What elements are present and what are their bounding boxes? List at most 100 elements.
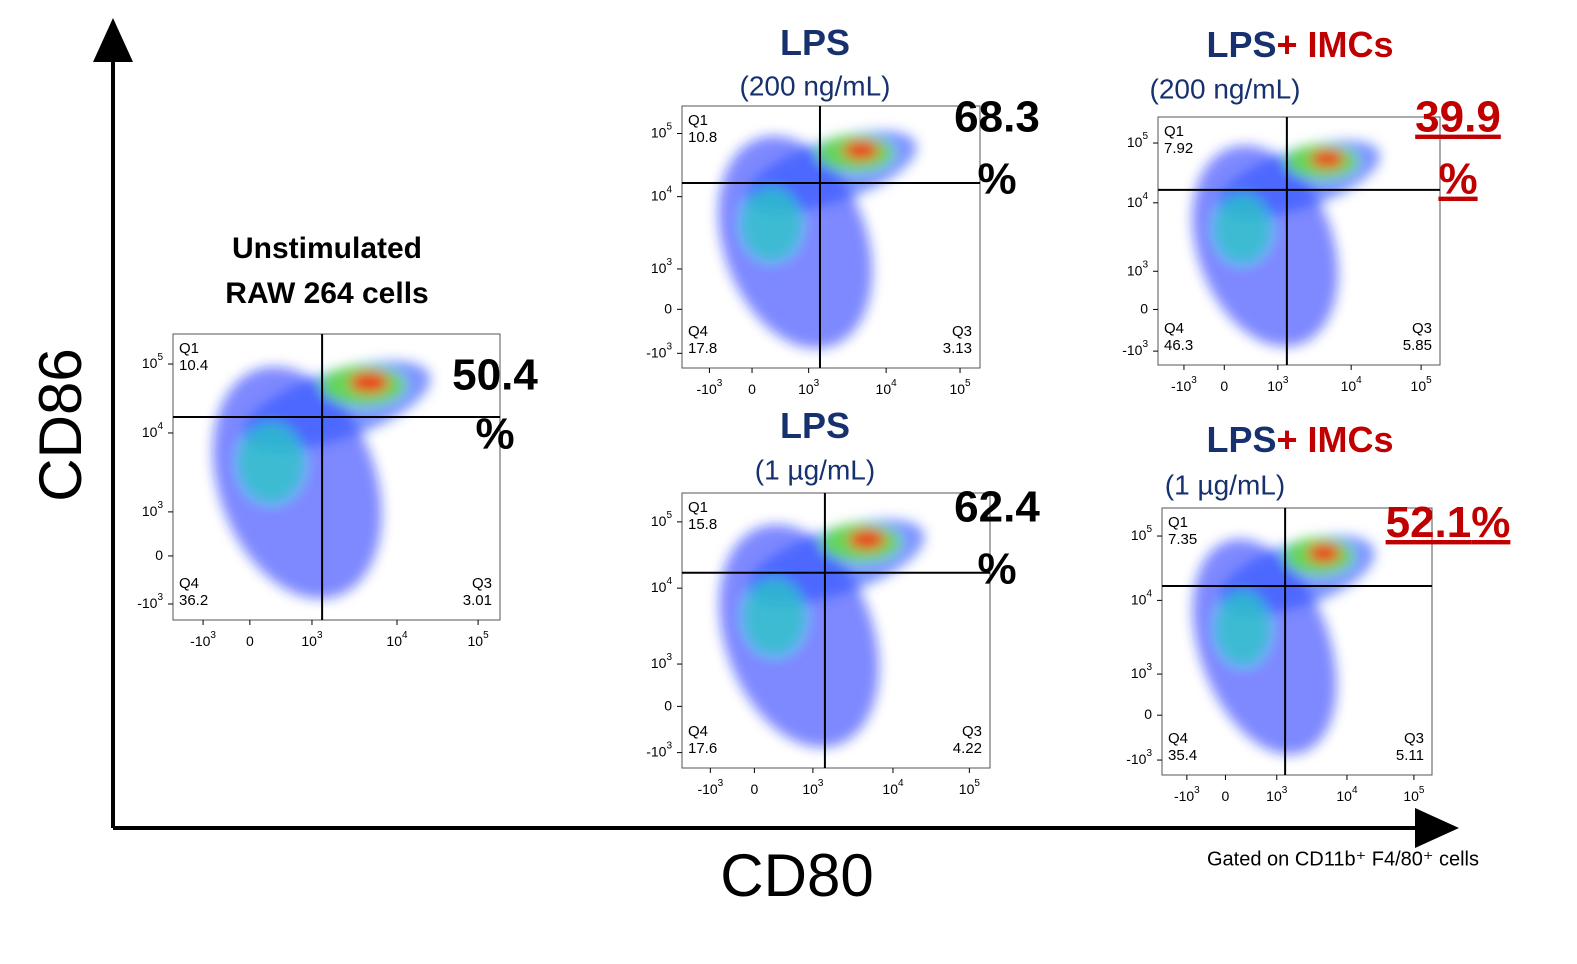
tick-base: 0 bbox=[748, 381, 756, 397]
panel-subtitle: (200 ng/mL) bbox=[1150, 73, 1301, 104]
tick-label: 104 bbox=[386, 630, 408, 649]
tick-exponent: 3 bbox=[210, 630, 216, 641]
tick-base: 10 bbox=[651, 260, 667, 276]
tick-base: 10 bbox=[798, 381, 814, 397]
tick-label: 105 bbox=[468, 630, 490, 649]
cloud-cyan bbox=[1216, 590, 1270, 666]
tick-base: 10 bbox=[1131, 527, 1147, 543]
tick-exponent: 4 bbox=[898, 778, 904, 789]
tick-label: 103 bbox=[1267, 375, 1289, 394]
tick-label: -103 bbox=[697, 378, 723, 397]
tick-label: 103 bbox=[1131, 662, 1153, 681]
quadrant-label: Q1 bbox=[1164, 123, 1184, 140]
panel-title: LPS+ IMCs bbox=[1206, 419, 1393, 460]
density-cloud bbox=[1192, 535, 1375, 755]
tick-label: 0 bbox=[664, 697, 672, 713]
tick-label: 103 bbox=[651, 257, 673, 276]
tick-label: 105 bbox=[1411, 375, 1433, 394]
tick-label: 0 bbox=[664, 300, 672, 316]
percent: 52.1% bbox=[1386, 498, 1511, 547]
cloud-red bbox=[842, 141, 879, 160]
tick-exponent: 3 bbox=[1191, 375, 1197, 386]
quadrant-value: 46.3 bbox=[1164, 337, 1193, 354]
quadrant-value: 7.35 bbox=[1168, 531, 1197, 548]
tick-exponent: 3 bbox=[666, 652, 672, 663]
title-segment: + IMCs bbox=[1276, 24, 1393, 65]
tick-label: 103 bbox=[1266, 785, 1288, 804]
gating-note: Gated on CD11b⁺ F4/80⁺ cells bbox=[1207, 848, 1479, 870]
tick-base: 10 bbox=[1127, 134, 1143, 150]
tick-label: 104 bbox=[876, 378, 898, 397]
quadrant-value: 7.92 bbox=[1164, 140, 1193, 157]
tick-base: 0 bbox=[664, 697, 672, 713]
tick-base: 10 bbox=[1411, 378, 1427, 394]
tick-base: 10 bbox=[1267, 378, 1283, 394]
percent-value: 62.4 bbox=[954, 483, 1040, 532]
plot-box bbox=[681, 492, 991, 769]
tick-base: 10 bbox=[651, 655, 667, 671]
density-cloud bbox=[1192, 140, 1380, 347]
tick-base: 10 bbox=[468, 633, 484, 649]
tick-label: 105 bbox=[1127, 131, 1149, 150]
quadrant-value: 17.6 bbox=[688, 740, 717, 757]
cloud-cyan bbox=[741, 187, 802, 261]
quadrant-value: 3.13 bbox=[943, 340, 972, 357]
tick-label: 103 bbox=[1127, 259, 1149, 278]
tick-base: 10 bbox=[651, 187, 667, 203]
quadrant-value: 5.11 bbox=[1396, 747, 1424, 764]
tick-label: -103 bbox=[697, 778, 723, 797]
tick-base: 0 bbox=[1144, 706, 1152, 722]
quadrant-label: Q3 bbox=[472, 575, 492, 592]
quadrant-label: Q4 bbox=[179, 575, 199, 592]
tick-label: -103 bbox=[1126, 748, 1152, 767]
tick-label: 104 bbox=[651, 576, 673, 595]
tick-base: 10 bbox=[651, 579, 667, 595]
cloud-red bbox=[349, 372, 389, 393]
tick-exponent: 5 bbox=[1419, 785, 1425, 796]
percent-value: 52.1 bbox=[1386, 498, 1472, 547]
tick-exponent: 4 bbox=[157, 421, 163, 432]
tick-base: 0 bbox=[664, 300, 672, 316]
cloud-cyan bbox=[1214, 193, 1271, 264]
tick-base: -10 bbox=[697, 381, 717, 397]
tick-exponent: 4 bbox=[1356, 375, 1362, 386]
x-axis-label: CD80 bbox=[720, 842, 873, 909]
tick-exponent: 5 bbox=[1142, 131, 1148, 142]
tick-base: 10 bbox=[651, 124, 667, 140]
tick-label: 105 bbox=[1131, 524, 1153, 543]
tick-label: 103 bbox=[651, 652, 673, 671]
tick-base: 10 bbox=[1341, 378, 1357, 394]
title-segment: + IMCs bbox=[1276, 419, 1393, 460]
tick-base: 10 bbox=[882, 781, 898, 797]
tick-exponent: 3 bbox=[1194, 785, 1200, 796]
percent-value: 50.4 bbox=[452, 351, 538, 400]
tick-label: -103 bbox=[1122, 339, 1148, 358]
panel-title: RAW 264 cells bbox=[225, 277, 428, 310]
title-segment: LPS bbox=[780, 405, 850, 446]
tick-base: 10 bbox=[1336, 788, 1352, 804]
tick-base: 0 bbox=[750, 781, 758, 797]
tick-label: 0 bbox=[246, 633, 254, 649]
tick-exponent: 3 bbox=[666, 740, 672, 751]
density-cloud bbox=[719, 519, 925, 748]
tick-base: 0 bbox=[1140, 300, 1148, 316]
quadrant-label: Q1 bbox=[1168, 514, 1188, 531]
tick-label: 0 bbox=[750, 781, 758, 797]
cloud-cyan bbox=[743, 578, 806, 656]
tick-exponent: 3 bbox=[317, 630, 323, 641]
title-segment: RAW 264 cells bbox=[225, 277, 428, 310]
tick-label: 0 bbox=[1220, 378, 1228, 394]
tick-exponent: 5 bbox=[666, 510, 672, 521]
percent-value: 39.9 bbox=[1415, 93, 1501, 142]
tick-exponent: 4 bbox=[1146, 588, 1152, 599]
density-cloud bbox=[718, 130, 917, 349]
tick-label: -103 bbox=[137, 592, 163, 611]
tick-base: -10 bbox=[646, 344, 666, 360]
tick-exponent: 3 bbox=[717, 378, 723, 389]
quadrant-value: 4.22 bbox=[953, 740, 982, 757]
quadrant-label: Q1 bbox=[688, 499, 708, 516]
tick-base: -10 bbox=[137, 595, 157, 611]
quadrant-value: 3.01 bbox=[463, 592, 492, 609]
tick-exponent: 3 bbox=[1142, 339, 1148, 350]
tick-label: 105 bbox=[959, 778, 981, 797]
